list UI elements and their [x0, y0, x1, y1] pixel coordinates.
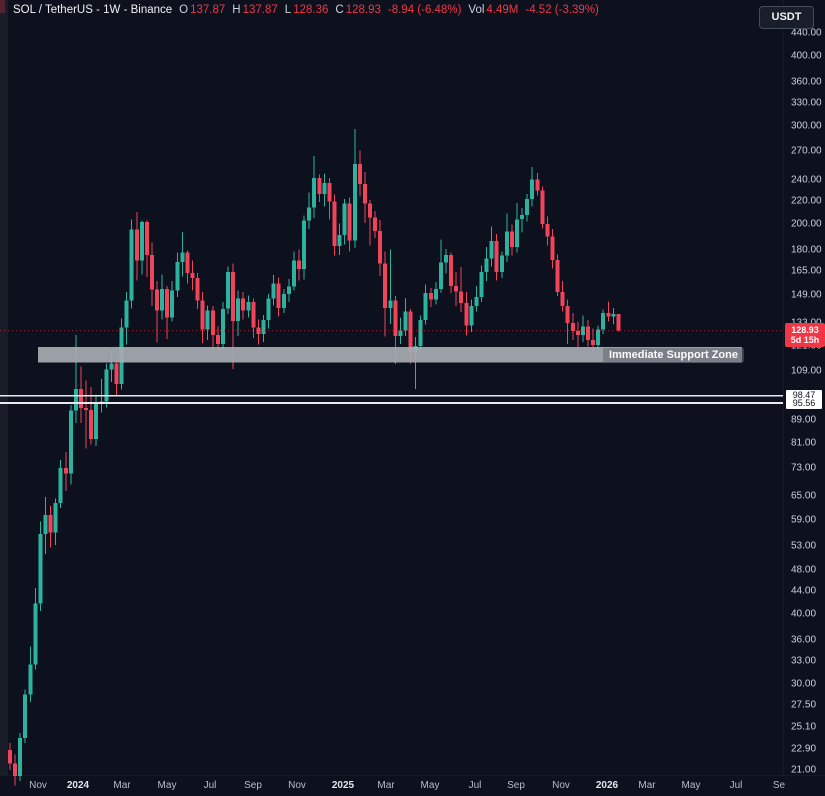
- time-tick: Jul: [729, 780, 743, 791]
- time-tick: Mar: [377, 780, 395, 791]
- close-label: C: [335, 4, 344, 16]
- price-tick: 44.00: [791, 585, 817, 597]
- time-tick: Nov: [552, 780, 570, 791]
- time-tick: Sep: [507, 780, 525, 791]
- support-zone-label[interactable]: Immediate Support Zone: [603, 347, 744, 362]
- time-tick: 2024: [66, 780, 90, 791]
- last-price-value: 128.93: [791, 324, 819, 335]
- price-tick: 165.00: [791, 265, 822, 277]
- price-tick: 21.00: [791, 764, 817, 776]
- time-tick: 2026: [595, 780, 619, 791]
- price-tick: 240.00: [791, 174, 822, 186]
- low-label: L: [284, 4, 292, 16]
- level-price-label: 98.47: [786, 390, 822, 402]
- time-tick: 2025: [331, 780, 355, 791]
- price-tick: 81.00: [791, 437, 817, 449]
- price-tick: 30.00: [791, 678, 817, 690]
- time-tick: May: [157, 780, 177, 791]
- time-tick: Jul: [468, 780, 482, 791]
- level-price-label: 95.56: [786, 397, 822, 409]
- price-tick: 220.00: [791, 195, 822, 207]
- price-tick: 149.00: [791, 289, 822, 301]
- change-value: -8.94 (-6.48%): [387, 4, 462, 16]
- symbol-title[interactable]: SOL / TetherUS - 1W - Binance: [13, 4, 173, 16]
- price-tick: 133.00: [791, 317, 822, 328]
- price-tick: 65.00: [791, 490, 817, 502]
- time-tick: Mar: [638, 780, 656, 791]
- price-tick: 89.00: [791, 414, 817, 426]
- close-value: 128.93: [345, 4, 381, 16]
- corner-marker: [0, 0, 5, 13]
- price-tick: 73.00: [791, 462, 817, 474]
- open-value: 137.87: [190, 4, 226, 16]
- price-tick: 25.10: [791, 721, 817, 733]
- high-label: H: [232, 4, 241, 16]
- price-tick: 270.00: [791, 145, 822, 157]
- price-tick: 109.00: [791, 365, 822, 377]
- price-axis[interactable]: 440.00 400.00 360.00 330.00 300.00 270.00 240.…: [783, 0, 825, 776]
- volume-label: Vol: [468, 4, 485, 16]
- time-tick: Nov: [29, 780, 47, 791]
- left-edge-strip: [0, 0, 8, 775]
- volume-change-value: -4.52 (-3.39%): [525, 4, 599, 16]
- time-tick: Sep: [244, 780, 262, 791]
- time-tick: Nov: [288, 780, 306, 791]
- last-price-tag: 128.93 5d 15h: [785, 322, 825, 347]
- time-tick: May: [681, 780, 701, 791]
- price-tick: 440.00: [791, 27, 822, 39]
- price-tick: 48.00: [791, 564, 817, 576]
- time-tick: Mar: [113, 780, 131, 791]
- price-tick: 33.00: [791, 655, 817, 667]
- currency-toggle-badge[interactable]: USDT: [759, 6, 814, 29]
- price-tick: 200.00: [791, 218, 822, 230]
- price-tick: 59.00: [791, 514, 817, 526]
- candles-series: [8, 129, 621, 786]
- price-tick: 36.00: [791, 634, 817, 646]
- time-tick: Se: [772, 780, 786, 791]
- price-tick: 40.00: [791, 608, 817, 620]
- time-tick: Jul: [203, 780, 217, 791]
- price-tick: 53.00: [791, 540, 817, 552]
- time-axis[interactable]: Nov 2024 Mar May Jul Sep Nov 2025 Mar May Jul Sep No…: [0, 775, 825, 796]
- open-label: O: [179, 4, 189, 16]
- high-value: 137.87: [242, 4, 278, 16]
- symbol-header: SOL / TetherUS - 1W - Binance O 137.87 H…: [13, 4, 599, 16]
- price-tick: 180.00: [791, 244, 822, 256]
- time-tick: May: [420, 780, 440, 791]
- price-tick: 360.00: [791, 76, 822, 88]
- low-value: 128.36: [293, 4, 329, 16]
- price-tick: 27.50: [791, 699, 817, 711]
- volume-value: 4.49M: [486, 4, 519, 16]
- price-tick: 300.00: [791, 120, 822, 132]
- price-tick: 400.00: [791, 50, 822, 62]
- support-zone[interactable]: [38, 346, 742, 363]
- bar-countdown: 5d 15h: [790, 334, 820, 345]
- price-tick: 22.90: [791, 743, 817, 755]
- price-tick: 330.00: [791, 97, 822, 109]
